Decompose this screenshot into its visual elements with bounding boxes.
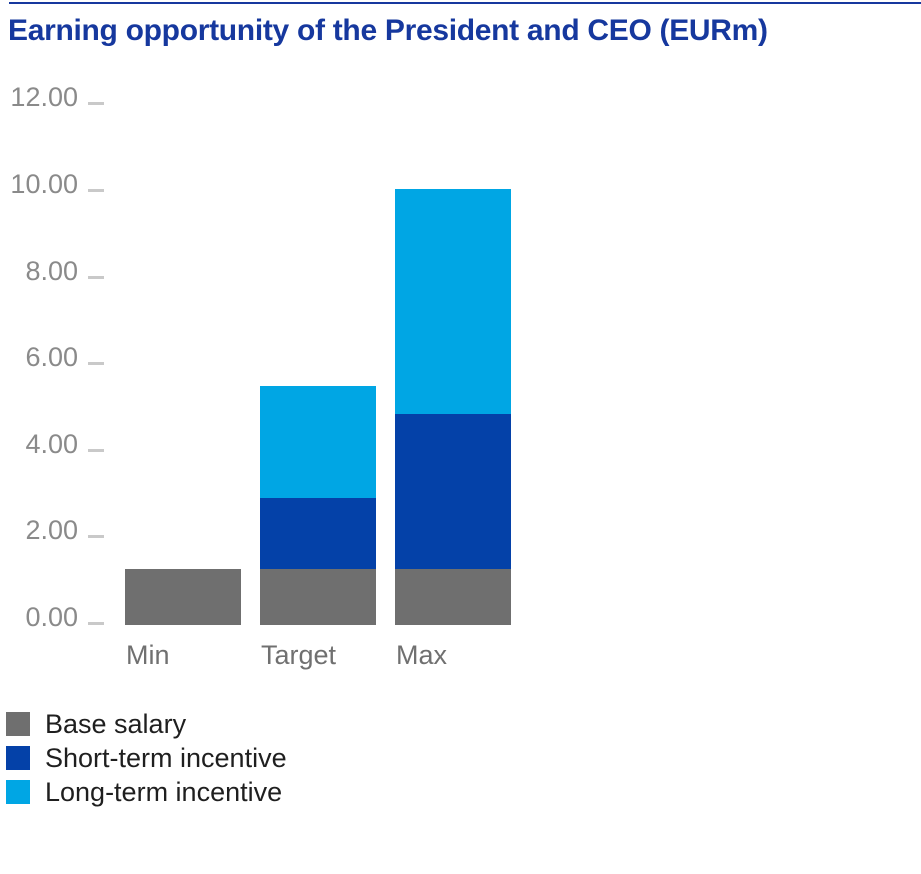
y-tick-label-12.00: 12.00 [10, 82, 78, 113]
y-tick-label-2.00: 2.00 [25, 515, 78, 546]
legend-label-base-salary: Base salary [45, 709, 187, 739]
y-tick-label-6.00: 6.00 [25, 342, 78, 373]
bar-segment-base-salary-min [125, 568, 241, 625]
bar-segment-long-term-incentive-target [260, 385, 376, 499]
bar-segment-long-term-incentive-max [395, 188, 511, 414]
chart-title: Earning opportunity of the President and… [8, 14, 768, 47]
y-tick-mark [88, 275, 104, 279]
y-tick-label-10.00: 10.00 [10, 169, 78, 199]
legend-label-long-term-incentive: Long-term incentive [45, 777, 283, 807]
bar-segment-short-term-incentive-target [260, 498, 376, 569]
legend-swatch-short-term-incentive [6, 746, 30, 770]
y-tick-mark [88, 362, 104, 366]
bar-segment-base-salary-target [260, 568, 376, 625]
legend-label-short-term-incentive: Short-term incentive [45, 743, 287, 773]
y-tick-mark [88, 189, 104, 192]
y-tick-mark [88, 622, 104, 625]
x-axis-label-target: Target [261, 640, 337, 670]
legend-item-base-salary: Base salary [6, 709, 287, 739]
y-tick-label-4.00: 4.00 [25, 428, 78, 459]
legend-item-long-term-incentive: Long-term incentive [6, 777, 287, 807]
x-axis-label-min: Min [126, 640, 170, 670]
legend-item-short-term-incentive: Short-term incentive [6, 743, 287, 773]
legend-swatch-base-salary [6, 712, 30, 736]
bar-segment-base-salary-max [395, 568, 511, 625]
x-axis-label-max: Max [396, 640, 448, 670]
top-rule [9, 2, 921, 4]
y-tick-label-8.00: 8.00 [25, 255, 78, 286]
bar-segment-short-term-incentive-max [395, 413, 511, 569]
y-tick-label-0.00: 0.00 [25, 602, 78, 632]
y-tick-mark [88, 535, 104, 539]
y-tick-mark [88, 448, 104, 452]
legend: Base salary Short-term incentive Long-term… [6, 709, 287, 807]
legend-swatch-long-term-incentive [6, 780, 30, 804]
y-tick-mark [88, 102, 104, 106]
